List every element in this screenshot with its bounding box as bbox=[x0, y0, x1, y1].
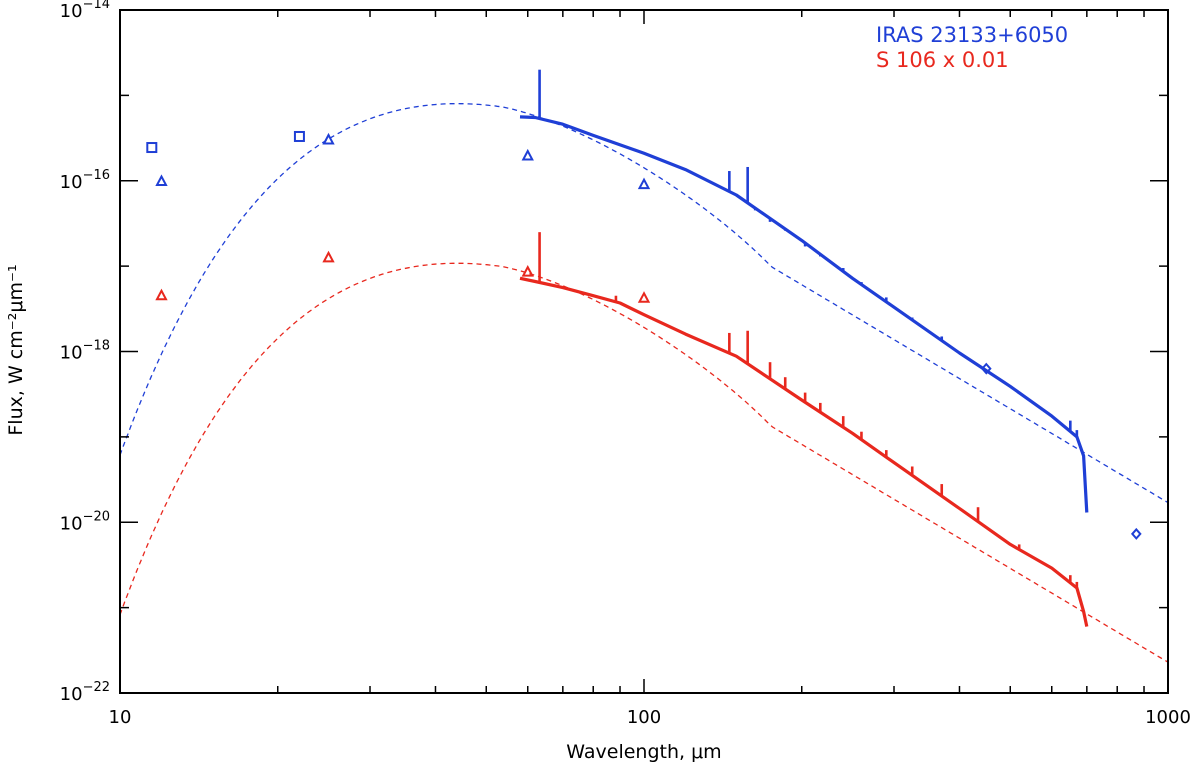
y-tick-label: 10−14 bbox=[60, 0, 110, 22]
iras-photometry-triangle bbox=[322, 132, 335, 145]
s106-photometry-triangle bbox=[155, 288, 168, 301]
iras-photometry-triangle bbox=[637, 177, 651, 190]
legend-entry: IRAS 23133+6050 bbox=[876, 23, 1068, 47]
s106-photometry-triangle bbox=[637, 291, 651, 303]
y-axis-title: Flux, W cm⁻²μm⁻¹ bbox=[5, 264, 27, 435]
y-tick-label: 10−22 bbox=[60, 680, 110, 705]
plot-content bbox=[120, 69, 1168, 663]
y-tick-label: 10−20 bbox=[60, 509, 110, 534]
tick-labels: 10 100 1000 10−14 10−16 10−18 10−20 10−22 bbox=[60, 0, 1191, 728]
x-tick-label: 1000 bbox=[1145, 707, 1191, 728]
iras-model-curve bbox=[120, 102, 1168, 504]
y-tick-label: 10−16 bbox=[60, 168, 110, 193]
axis-ticks bbox=[120, 10, 1168, 693]
iras-photometry-diamond bbox=[1130, 527, 1142, 540]
x-axis-title: Wavelength, μm bbox=[566, 741, 721, 763]
iras-photometry-triangle bbox=[155, 174, 168, 186]
y-tick-label: 10−18 bbox=[60, 339, 110, 364]
s106-model-curve bbox=[120, 262, 1168, 663]
x-tick-label: 10 bbox=[109, 707, 132, 728]
iras-photometry-square bbox=[146, 142, 158, 154]
iras-photometry-diamond bbox=[980, 362, 992, 375]
plot-frame bbox=[119, 9, 1169, 694]
iras-photometry-triangle bbox=[521, 148, 534, 161]
x-tick-label: 100 bbox=[627, 707, 661, 728]
iras-spectrum bbox=[519, 115, 1089, 513]
s106-photometry-triangle bbox=[322, 250, 335, 263]
iras-photometry-square bbox=[293, 130, 305, 142]
legend-entry: S 106 x 0.01 bbox=[876, 48, 1009, 72]
s106-spectrum bbox=[519, 276, 1089, 627]
s106-photometry-triangle bbox=[521, 265, 534, 277]
